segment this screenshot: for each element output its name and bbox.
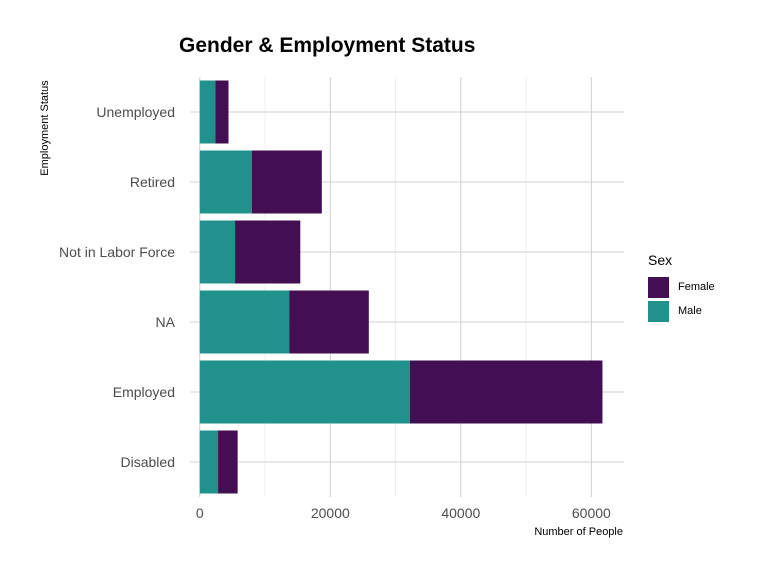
y-tick-label: Unemployed (96, 104, 175, 120)
x-tick-label: 40000 (441, 505, 480, 521)
legend-label-female: Female (678, 281, 715, 293)
bar-female-employed (409, 360, 603, 424)
bar-female-retired (252, 150, 322, 214)
bar-male-unemployed (199, 80, 216, 144)
legend-item-male: Male (648, 299, 748, 323)
tick-layer: 0 20000 40000 60000 Disabled Employed NA Not in… (59, 104, 611, 521)
bar-female-not-in-labor-force (235, 220, 301, 284)
legend: Sex Female Male (648, 252, 748, 323)
bar-male-na (199, 290, 290, 354)
bar-female-na (289, 290, 369, 354)
y-tick-label: Retired (130, 174, 175, 190)
x-tick-label: 0 (196, 505, 204, 521)
bar-male-employed (199, 360, 410, 424)
y-tick-label: Disabled (121, 454, 175, 470)
y-axis-label: Employment Status (39, 80, 51, 176)
legend-swatch-male (648, 300, 669, 322)
x-tick-label: 20000 (311, 505, 350, 521)
bar-male-disabled (199, 430, 219, 494)
chart-title: Gender & Employment Status (179, 34, 476, 57)
legend-title: Sex (648, 252, 673, 268)
y-tick-label: NA (156, 314, 176, 330)
y-tick-label: Not in Labor Force (59, 244, 175, 260)
grid-layer (190, 77, 624, 497)
x-axis-label: Number of People (534, 526, 623, 538)
bar-layer (199, 80, 603, 494)
y-tick-label: Employed (113, 384, 175, 400)
x-tick-label: 60000 (572, 505, 611, 521)
legend-item-female: Female (648, 275, 748, 299)
bar-female-disabled (218, 430, 238, 494)
legend-swatch-female (648, 276, 669, 298)
legend-label-male: Male (678, 305, 702, 317)
bar-male-not-in-labor-force (199, 220, 236, 284)
bar-male-retired (199, 150, 252, 214)
bar-female-unemployed (215, 80, 229, 144)
